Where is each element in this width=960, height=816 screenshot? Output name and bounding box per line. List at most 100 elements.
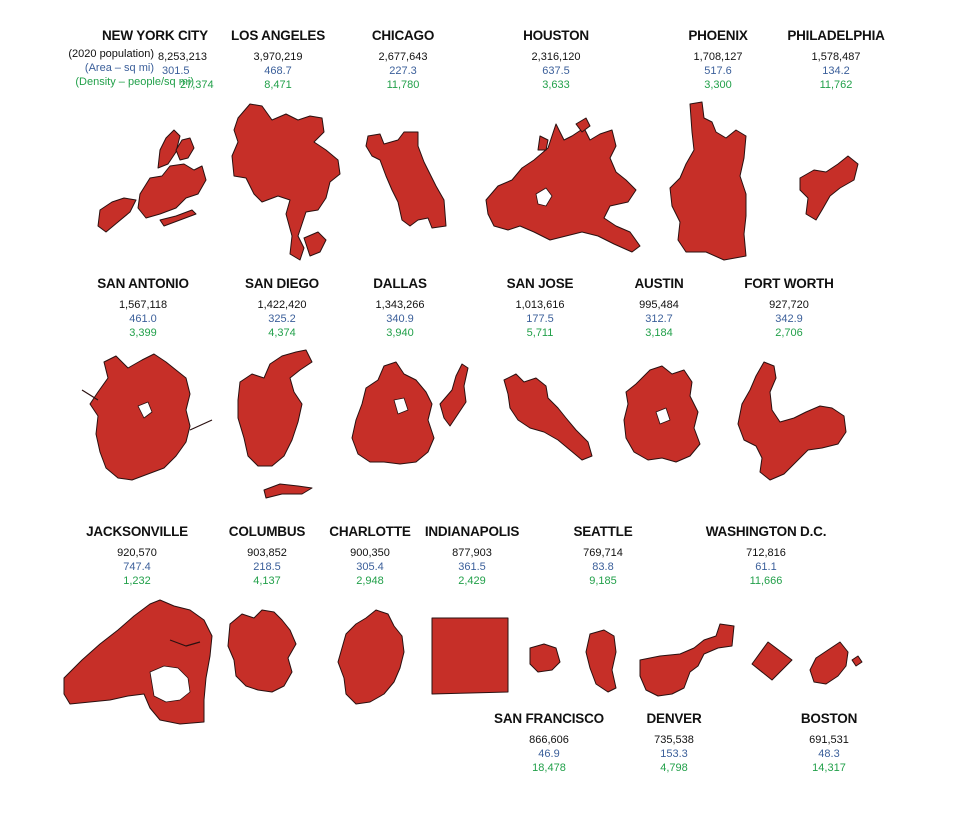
city-population: 712,816 [746, 547, 786, 559]
city-label-charlotte: CHARLOTTE 900,350 305.4 2,948 [320, 524, 420, 587]
city-name: COLUMBUS [228, 524, 306, 539]
legend-area: (Area – sq mi) [84, 62, 154, 74]
city-name: SAN JOSE [506, 276, 574, 291]
city-name: DENVER [646, 711, 702, 726]
shape-san-diego [237, 349, 313, 499]
city-density: 3,184 [645, 327, 673, 339]
city-area: 134.2 [822, 65, 850, 77]
city-density: 11,762 [819, 79, 853, 91]
city-area: 46.9 [538, 748, 560, 760]
city-area: 461.0 [129, 313, 157, 325]
city-area: 325.2 [268, 313, 296, 325]
city-density: 11,780 [386, 79, 420, 91]
shape-boston [809, 641, 863, 685]
city-label-san-antonio: SAN ANTONIO 1,567,118 461.0 3,399 [88, 276, 198, 339]
city-density: 3,940 [386, 327, 414, 339]
city-population: 1,567,118 [118, 299, 168, 311]
city-area: 83.8 [592, 561, 614, 573]
city-density: 4,137 [253, 575, 281, 587]
city-population: 995,484 [639, 299, 679, 311]
legend-density: (Density – people/sq mi) [75, 76, 194, 88]
city-area: 218.5 [253, 561, 281, 573]
city-area: 305.4 [356, 561, 384, 573]
city-area: 340.9 [386, 313, 414, 325]
city-density: 4,374 [268, 327, 296, 339]
city-name: NEW YORK CITY [102, 28, 208, 43]
city-area: 48.3 [818, 748, 840, 760]
city-population: 8,253,213 [158, 51, 207, 63]
city-label-los-angeles: LOS ANGELES 3,970,219 468.7 8,471 [223, 28, 333, 91]
shape-austin [623, 365, 701, 463]
city-name: SAN DIEGO [245, 276, 319, 291]
city-population: 903,852 [247, 547, 287, 559]
city-area: 312.7 [645, 313, 673, 325]
shape-washington-dc [751, 641, 793, 681]
city-name: SAN FRANCISCO [494, 711, 604, 726]
city-area: 747.4 [123, 561, 151, 573]
city-population: 2,677,643 [378, 51, 428, 63]
city-label-philadelphia: PHILADELPHIA 1,578,487 134.2 11,762 [781, 28, 891, 91]
shape-columbus [227, 609, 297, 693]
city-population: 1,578,487 [811, 51, 861, 63]
city-label-seattle: SEATTLE 769,714 83.8 9,185 [553, 524, 653, 587]
city-name: SEATTLE [573, 524, 633, 539]
city-name: JACKSONVILLE [86, 524, 188, 539]
city-population: 927,720 [769, 299, 809, 311]
city-name: PHOENIX [688, 28, 748, 43]
shape-charlotte [337, 609, 405, 705]
city-label-san-francisco: SAN FRANCISCO 866,606 46.9 18,478 [489, 711, 609, 774]
city-label-austin: AUSTIN 995,484 312.7 3,184 [609, 276, 709, 339]
city-density: 5,711 [526, 327, 554, 339]
city-name: PHILADELPHIA [787, 28, 885, 43]
city-name: CHARLOTTE [329, 524, 411, 539]
city-label-columbus: COLUMBUS 903,852 218.5 4,137 [217, 524, 317, 587]
city-label-san-diego: SAN DIEGO 1,422,420 325.2 4,374 [232, 276, 332, 339]
city-density: 11,666 [749, 575, 783, 587]
city-density: 2,948 [356, 575, 384, 587]
shape-phoenix [669, 101, 747, 261]
city-area: 637.5 [542, 65, 570, 77]
city-population: 3,970,219 [253, 51, 303, 63]
city-density: 4,798 [660, 762, 688, 774]
city-population: 735,538 [654, 734, 694, 746]
shape-denver [639, 623, 735, 697]
city-population: 866,606 [529, 734, 569, 746]
city-density: 9,185 [589, 575, 617, 587]
city-population: 1,422,420 [257, 299, 307, 311]
city-label-jacksonville: JACKSONVILLE 920,570 747.4 1,232 [82, 524, 192, 587]
city-area: 227.3 [389, 65, 417, 77]
city-population: 769,714 [583, 547, 623, 559]
city-density: 8,471 [264, 79, 292, 91]
city-name: SAN ANTONIO [97, 276, 189, 291]
shape-fort-worth [737, 361, 847, 481]
city-area: 177.5 [526, 313, 554, 325]
city-name: LOS ANGELES [230, 28, 326, 43]
city-area: 361.5 [458, 561, 486, 573]
city-label-dallas: DALLAS 1,343,266 340.9 3,940 [350, 276, 450, 339]
city-density: 3,633 [542, 79, 570, 91]
shape-los-angeles [231, 103, 341, 261]
shape-indianapolis [431, 617, 509, 695]
city-area: 301.5 [162, 65, 190, 77]
city-label-washington-dc: WASHINGTON D.C. 712,816 61.1 11,666 [701, 524, 831, 587]
city-area: 468.7 [264, 65, 292, 77]
city-label-phoenix: PHOENIX 1,708,127 517.6 3,300 [668, 28, 768, 91]
city-label-houston: HOUSTON 2,316,120 637.5 3,633 [506, 28, 606, 91]
shape-seattle [529, 629, 617, 693]
shape-san-antonio [81, 353, 213, 481]
city-name: HOUSTON [523, 28, 589, 43]
city-label-san-jose: SAN JOSE 1,013,616 177.5 5,711 [490, 276, 590, 339]
city-population: 920,570 [117, 547, 157, 559]
shape-jacksonville [63, 599, 213, 725]
city-name: INDIANAPOLIS [424, 524, 520, 539]
legend-population: (2020 population) [68, 48, 154, 60]
city-label-denver: DENVER 735,538 153.3 4,798 [624, 711, 724, 774]
city-density: 2,429 [458, 575, 486, 587]
city-density: 3,300 [704, 79, 732, 91]
city-density: 2,706 [775, 327, 803, 339]
shape-san-jose [503, 373, 593, 461]
city-label-fort-worth: FORT WORTH 927,720 342.9 2,706 [734, 276, 844, 339]
city-name: CHICAGO [371, 28, 435, 43]
city-name: BOSTON [800, 711, 858, 726]
city-population: 1,708,127 [693, 51, 743, 63]
